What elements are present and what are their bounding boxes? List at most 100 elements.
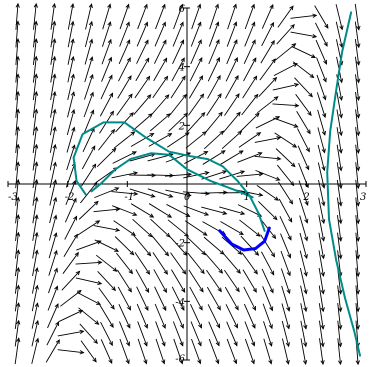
field-arrow: [50, 55, 57, 83]
field-arrow: [65, 179, 77, 206]
field-arrow: [258, 76, 278, 98]
field-arrow: [318, 320, 325, 348]
field-arrow: [300, 320, 308, 348]
field-arrow: [336, 91, 343, 119]
field-arrow: [79, 323, 98, 345]
field-arrow: [243, 57, 257, 82]
field-arrow: [355, 267, 361, 295]
field-arrow: [31, 302, 39, 329]
field-arrow: [136, 303, 148, 329]
field-arrow: [169, 93, 187, 116]
field-arrow: [225, 74, 239, 99]
field-arrow: [299, 215, 309, 242]
field-arrow: [206, 286, 221, 311]
field-arrow: [153, 269, 167, 294]
direction-field: [14, 2, 361, 366]
x-tick-label: 1: [244, 192, 250, 203]
field-arrow: [117, 75, 132, 99]
field-arrow: [317, 109, 326, 136]
x-tick-label: 3: [360, 192, 366, 203]
field-arrow: [98, 287, 115, 310]
field-arrow: [263, 338, 273, 365]
y-tick-label: -2: [175, 239, 185, 250]
field-arrow: [205, 111, 223, 133]
field-arrow: [49, 126, 57, 153]
field-arrow: [75, 277, 103, 285]
field-arrow: [221, 130, 243, 150]
field-arrow: [274, 132, 298, 148]
field-arrow: [50, 90, 57, 118]
field-arrow: [129, 188, 156, 198]
field-arrow: [166, 132, 190, 148]
field-arrow: [317, 127, 326, 154]
field-arrow: [276, 23, 295, 45]
field-arrow: [355, 74, 361, 102]
field-arrow: [185, 131, 207, 149]
field-arrow: [190, 304, 202, 329]
field-arrow: [257, 200, 278, 221]
field-arrow: [66, 126, 76, 153]
y-tick-label: -6: [175, 354, 185, 365]
y-tick-label: -4: [175, 297, 185, 308]
field-arrow: [137, 321, 148, 347]
field-arrow: [280, 250, 291, 277]
field-arrow: [149, 113, 171, 132]
field-arrow: [244, 321, 256, 347]
field-arrow: [257, 96, 279, 114]
field-arrow: [81, 163, 97, 187]
field-arrow: [14, 337, 21, 365]
field-arrow: [226, 321, 238, 347]
field-arrow: [15, 143, 21, 171]
field-arrow: [50, 2, 57, 30]
field-arrow: [50, 38, 57, 65]
field-arrow: [183, 205, 210, 216]
field-arrow: [189, 57, 203, 82]
field-arrow: [355, 303, 360, 330]
field-arrow: [130, 132, 155, 147]
field-arrow: [48, 232, 58, 259]
field-arrow: [154, 21, 166, 47]
field-arrow: [262, 303, 273, 330]
field-arrow: [278, 198, 293, 223]
field-arrow: [241, 93, 259, 116]
field-arrow: [244, 21, 256, 47]
field-arrow: [237, 152, 263, 163]
field-arrow: [316, 57, 327, 83]
field-arrow: [102, 3, 112, 30]
field-arrow: [318, 303, 325, 330]
field-arrow: [58, 309, 84, 322]
field-arrow: [49, 108, 57, 136]
field-arrow: [147, 188, 174, 198]
field-arrow: [152, 75, 169, 99]
field-arrow: [84, 73, 94, 100]
field-arrow: [136, 21, 148, 47]
field-arrow: [111, 171, 139, 179]
field-arrow: [119, 3, 130, 30]
field-arrow: [299, 232, 308, 260]
field-arrow: [298, 197, 309, 224]
field-arrow: [208, 338, 220, 365]
field-arrow: [254, 155, 282, 161]
field-arrow: [172, 21, 184, 47]
field-arrow: [84, 56, 94, 83]
field-arrow: [47, 285, 59, 311]
field-arrow: [300, 338, 308, 366]
field-arrow: [14, 284, 21, 312]
field-arrow: [236, 172, 264, 177]
field-arrow: [154, 286, 167, 312]
field-arrow: [201, 206, 228, 215]
field-arrow: [151, 235, 170, 257]
tick-labels: -3 -2 -1 0 1 2 3 -6 -4 -2 2 4 6: [7, 4, 367, 365]
field-arrow: [99, 92, 114, 117]
field-arrow: [119, 338, 130, 365]
field-arrow: [291, 46, 317, 59]
solution-curves: [72, 11, 361, 357]
field-arrow: [277, 5, 294, 28]
field-arrow: [261, 251, 275, 276]
field-arrow: [276, 164, 295, 187]
field-arrow: [96, 147, 117, 168]
field-arrow: [187, 252, 205, 275]
field-arrow: [173, 3, 184, 30]
solution-curve-2: [90, 152, 254, 199]
field-arrow: [83, 91, 94, 118]
